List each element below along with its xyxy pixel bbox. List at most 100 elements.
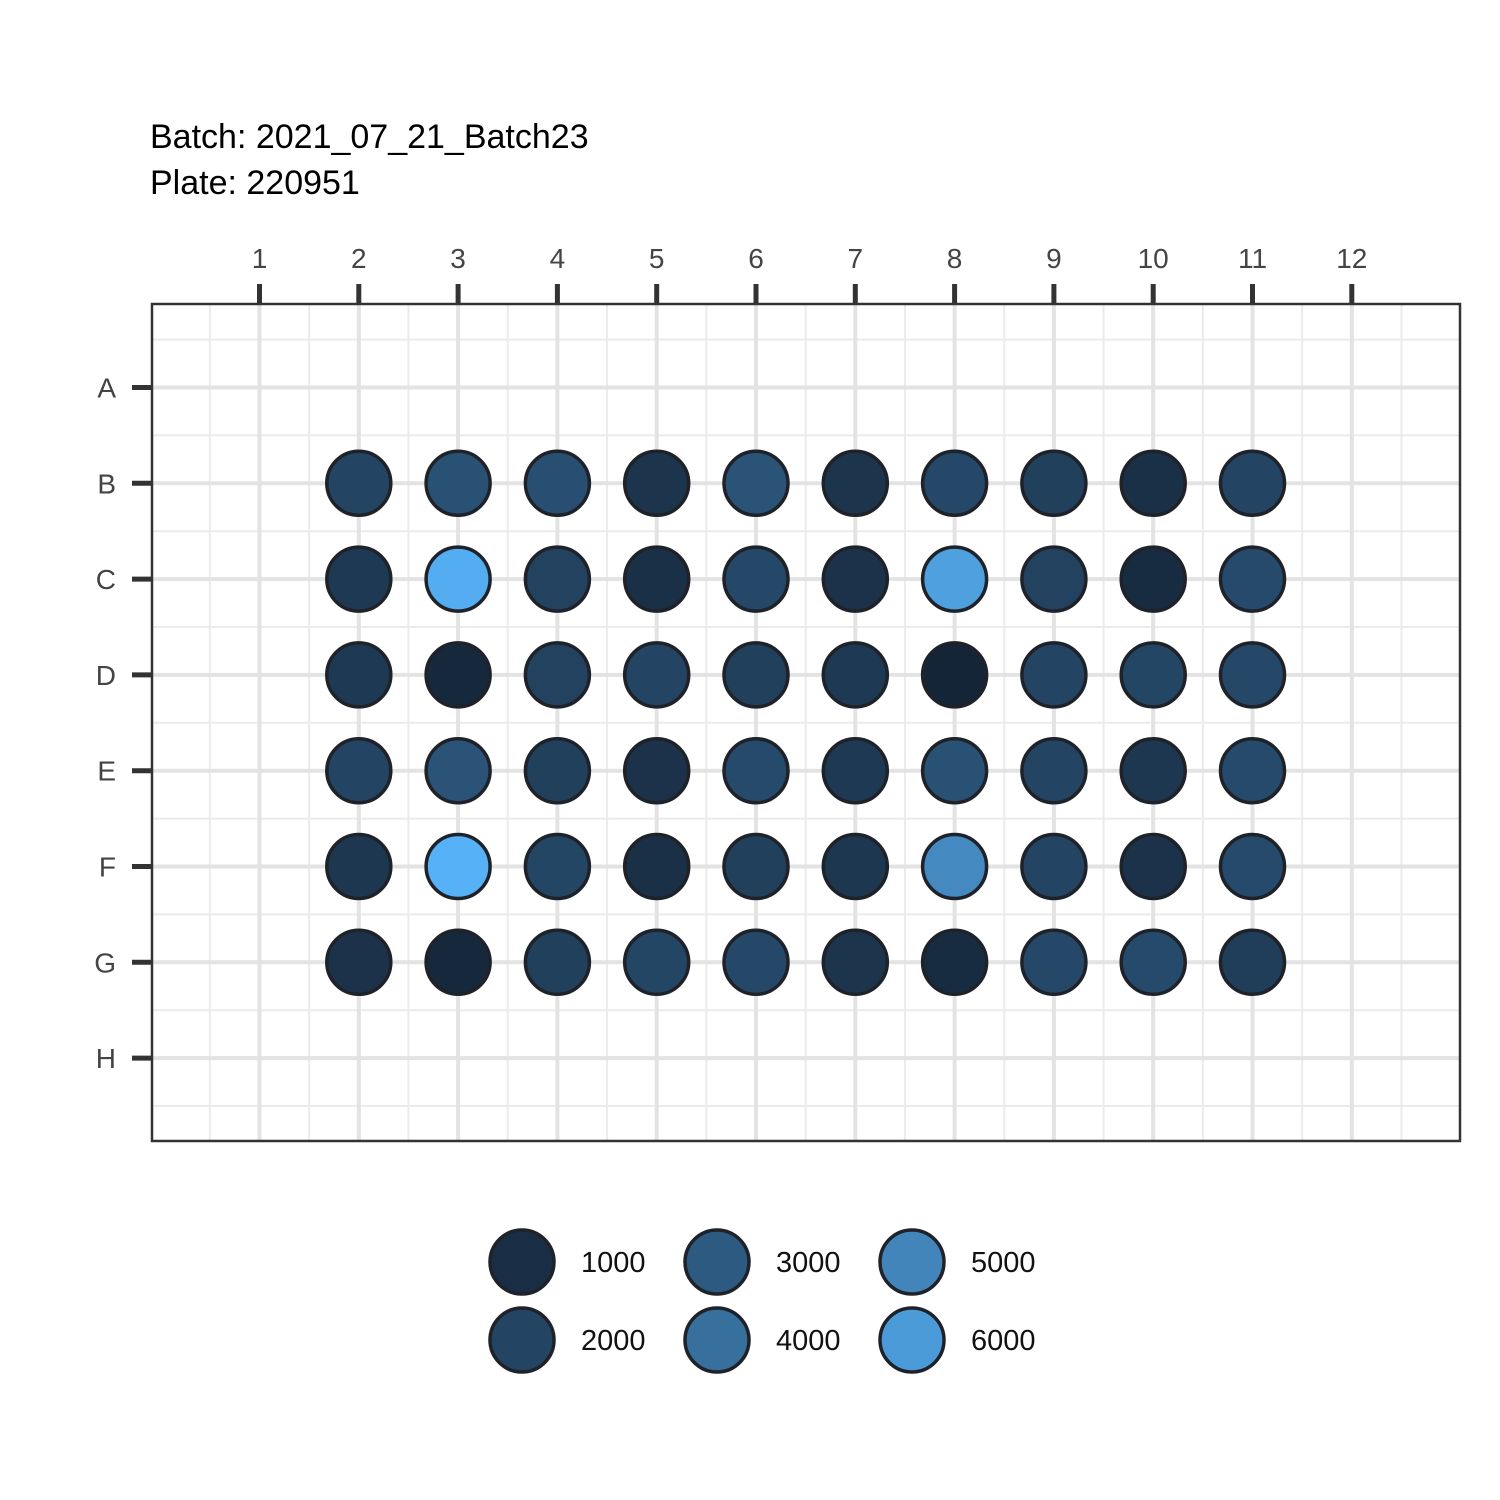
legend-key xyxy=(878,1228,946,1296)
well-F11 xyxy=(1218,832,1287,901)
x-tick-label: 3 xyxy=(450,243,466,274)
well-C9 xyxy=(1020,545,1088,613)
well-B2 xyxy=(325,449,393,518)
well-F9 xyxy=(1020,832,1088,901)
legend-key xyxy=(683,1306,751,1374)
well-B10 xyxy=(1119,449,1187,518)
well-D9 xyxy=(1020,641,1088,709)
well-D3 xyxy=(424,641,492,709)
well-F5 xyxy=(622,832,691,901)
legend-label: 2000 xyxy=(581,1325,646,1357)
chart-subtitle: Plate: 220951 xyxy=(150,164,360,202)
legend-label: 1000 xyxy=(581,1247,646,1279)
y-tick-label: A xyxy=(97,373,116,404)
y-tick-label: F xyxy=(99,852,116,883)
legend-key xyxy=(683,1228,751,1296)
well-G7 xyxy=(821,928,890,997)
well-F4 xyxy=(523,832,592,901)
well-B5 xyxy=(622,449,691,518)
well-E3 xyxy=(424,736,492,805)
well-E9 xyxy=(1020,736,1088,805)
well-C5 xyxy=(622,545,691,613)
x-tick-label: 4 xyxy=(550,243,566,274)
well-B9 xyxy=(1020,449,1088,518)
well-C11 xyxy=(1218,545,1287,613)
wells xyxy=(325,449,1287,997)
well-C3 xyxy=(424,545,492,613)
well-F6 xyxy=(722,832,790,901)
x-tick-label: 9 xyxy=(1046,243,1062,274)
well-F2 xyxy=(325,832,393,901)
legend-key xyxy=(488,1228,556,1296)
legend-label: 5000 xyxy=(971,1247,1036,1279)
x-tick-label: 6 xyxy=(748,243,764,274)
chart-title: Batch: 2021_07_21_Batch23 xyxy=(150,118,589,156)
x-tick-label: 7 xyxy=(848,243,864,274)
well-G3 xyxy=(424,928,492,997)
well-E5 xyxy=(622,736,691,805)
well-G5 xyxy=(622,928,691,997)
well-D5 xyxy=(622,641,691,709)
legend-label: 6000 xyxy=(971,1325,1036,1357)
well-D11 xyxy=(1218,641,1287,709)
well-G8 xyxy=(920,928,989,997)
plot-panel-border xyxy=(150,302,1462,1143)
y-tick-label: B xyxy=(97,468,116,499)
well-E8 xyxy=(920,736,989,805)
y-tick-label: G xyxy=(94,947,116,978)
well-D4 xyxy=(523,641,592,709)
well-E11 xyxy=(1218,736,1287,805)
y-tick-label: H xyxy=(96,1043,116,1074)
y-axis-left: A B C D E F G H xyxy=(94,373,152,1074)
well-E2 xyxy=(325,736,393,805)
well-G10 xyxy=(1119,928,1187,997)
x-tick-label: 5 xyxy=(649,243,665,274)
well-C4 xyxy=(523,545,592,613)
y-tick-label: E xyxy=(97,756,116,787)
legend: 1000 2000 3000 4000 5000 6000 xyxy=(488,1228,1036,1374)
well-D2 xyxy=(325,641,393,709)
well-B4 xyxy=(523,449,592,518)
legend-label: 4000 xyxy=(776,1325,841,1357)
legend-key xyxy=(488,1306,556,1374)
well-C2 xyxy=(325,545,393,613)
well-G4 xyxy=(523,928,592,997)
grid xyxy=(152,304,1460,1141)
x-tick-label: 12 xyxy=(1336,243,1367,274)
x-tick-label: 11 xyxy=(1238,243,1267,274)
well-C7 xyxy=(821,545,890,613)
x-tick-label: 10 xyxy=(1138,243,1169,274)
well-D8 xyxy=(920,641,989,709)
well-D10 xyxy=(1119,641,1187,709)
well-D7 xyxy=(821,641,890,709)
x-tick-label: 8 xyxy=(947,243,963,274)
well-B7 xyxy=(821,449,890,518)
well-E10 xyxy=(1119,736,1187,805)
well-G9 xyxy=(1020,928,1088,997)
well-F10 xyxy=(1119,832,1187,901)
x-tick-label: 2 xyxy=(351,243,367,274)
well-D6 xyxy=(722,641,790,709)
x-tick-label: 1 xyxy=(252,243,268,274)
well-C10 xyxy=(1119,545,1187,613)
well-C6 xyxy=(722,545,790,613)
well-B6 xyxy=(722,449,790,518)
well-B8 xyxy=(920,449,989,518)
well-C8 xyxy=(920,545,989,613)
well-F3 xyxy=(424,832,492,901)
well-F8 xyxy=(920,832,989,901)
well-F7 xyxy=(821,832,890,901)
well-E6 xyxy=(722,736,790,805)
well-B11 xyxy=(1218,449,1287,518)
well-G11 xyxy=(1218,928,1287,997)
well-G2 xyxy=(325,928,393,997)
y-tick-label: D xyxy=(96,660,116,691)
well-E7 xyxy=(821,736,890,805)
legend-key xyxy=(878,1306,946,1374)
y-tick-label: C xyxy=(96,564,116,595)
x-axis-top: 1 2 3 4 5 6 7 8 9 10 11 12 xyxy=(252,243,1367,304)
well-E4 xyxy=(523,736,592,805)
well-G6 xyxy=(722,928,790,997)
legend-label: 3000 xyxy=(776,1247,841,1279)
